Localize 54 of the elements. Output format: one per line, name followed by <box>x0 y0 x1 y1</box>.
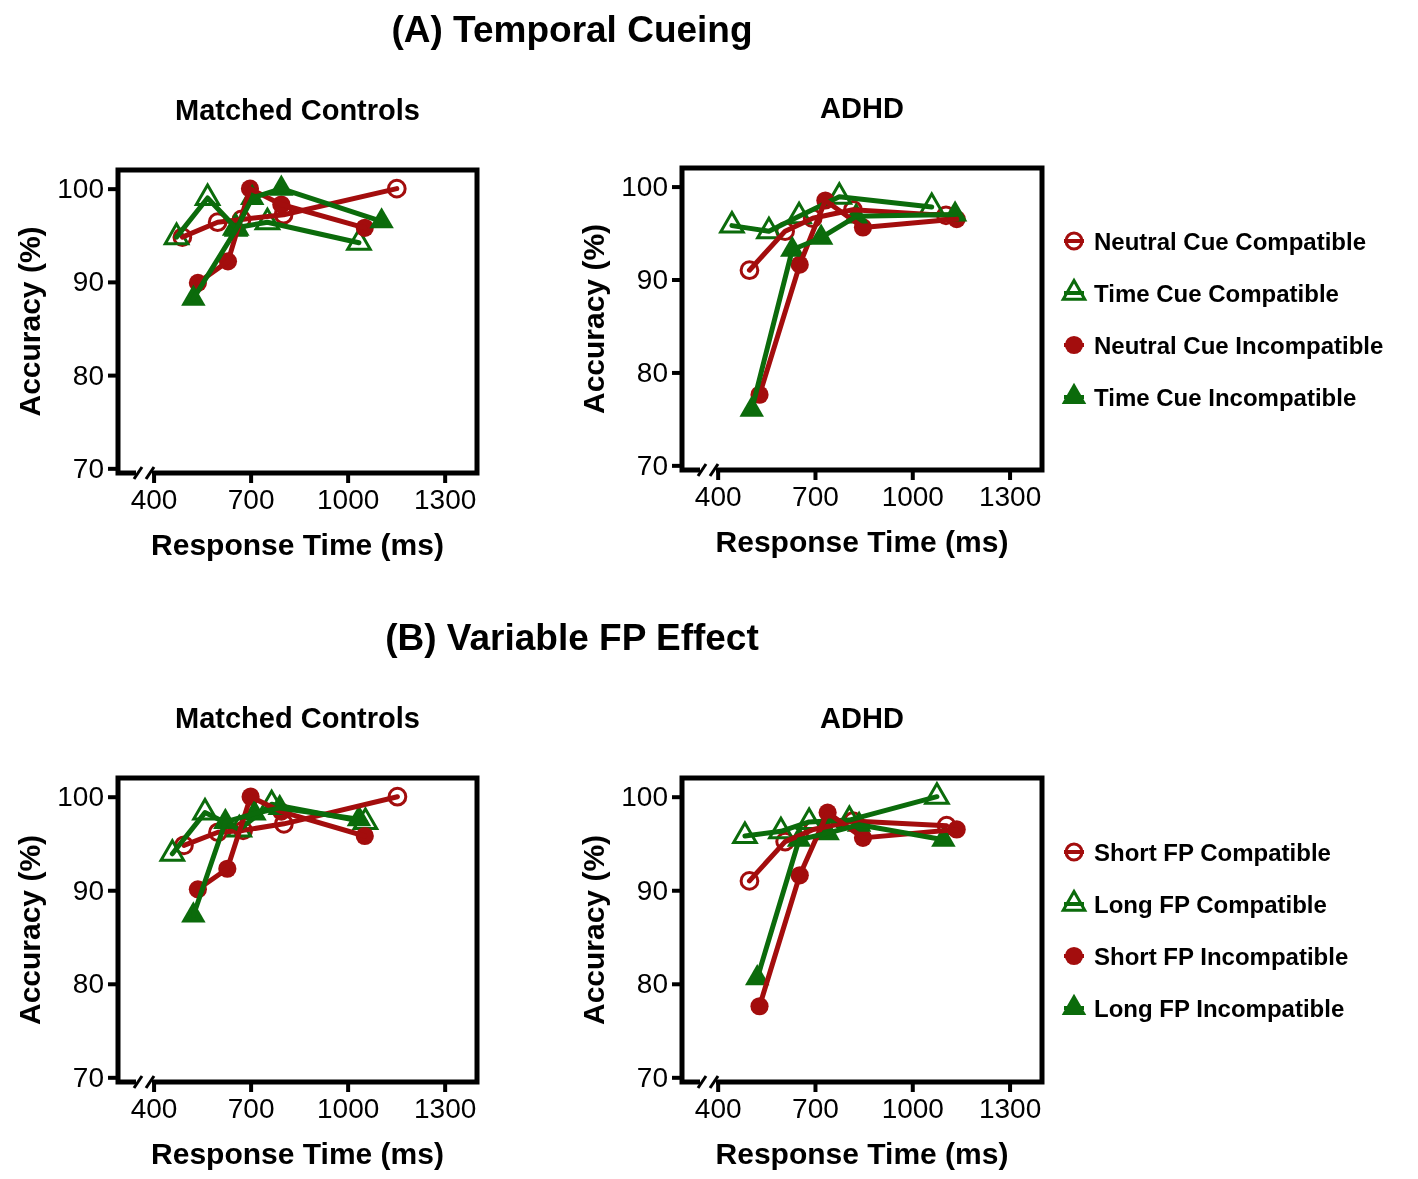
y-tick-label: 100 <box>57 173 104 205</box>
legend-label: Time Cue Compatible <box>1094 280 1339 307</box>
y-tick-label: 80 <box>72 968 104 1000</box>
x-tick-label: 700 <box>227 483 275 515</box>
x-tick-label: 1000 <box>881 480 944 512</box>
text: (B) Variable FP Effect <box>385 617 759 658</box>
y-tick-label: 70 <box>636 449 668 481</box>
chart-title: ADHD <box>820 702 904 734</box>
y-tick-label: 80 <box>636 968 668 1000</box>
legend-label: Short FP Compatible <box>1094 839 1331 866</box>
legend-label: Long FP Compatible <box>1094 891 1327 918</box>
x-axis-title: Response Time (ms) <box>715 1137 1009 1170</box>
y-tick-label: 100 <box>621 781 668 813</box>
y-tick-label: 90 <box>72 266 104 298</box>
chart-title: Matched Controls <box>175 702 420 734</box>
x-tick-label: 1300 <box>978 1092 1042 1124</box>
y-axis-title: Accuracy (%) <box>577 223 610 415</box>
y-tick-label: 70 <box>636 1061 668 1093</box>
x-tick-label: 1000 <box>881 1092 944 1124</box>
legend-label: Neutral Cue Incompatible <box>1094 332 1384 359</box>
x-tick-label: 400 <box>130 483 178 515</box>
legend-label: Short FP Incompatible <box>1094 943 1349 970</box>
legend-label: Long FP Incompatible <box>1094 995 1345 1022</box>
chart-title: Matched Controls <box>175 94 420 126</box>
legend-label: Neutral Cue Compatible <box>1094 228 1367 255</box>
text: (A) Temporal Cueing <box>391 9 753 50</box>
x-tick-label: 400 <box>694 480 742 512</box>
x-tick-label: 1300 <box>414 1092 477 1124</box>
x-tick-label: 400 <box>130 1092 178 1124</box>
y-tick-label: 70 <box>72 1061 104 1093</box>
x-axis-title: Response Time (ms) <box>151 1137 444 1170</box>
x-tick-label: 1300 <box>978 480 1042 512</box>
y-tick-label: 80 <box>72 359 104 391</box>
y-tick-label: 80 <box>636 356 668 388</box>
x-tick-label: 700 <box>792 480 839 512</box>
y-axis-title: Accuracy (%) <box>13 226 46 417</box>
chart-title: ADHD <box>820 92 904 124</box>
x-axis-title: Response Time (ms) <box>715 525 1009 558</box>
x-tick-label: 700 <box>792 1092 839 1124</box>
y-tick-label: 100 <box>621 171 668 203</box>
y-tick-label: 70 <box>72 452 104 484</box>
y-tick-label: 90 <box>636 263 668 295</box>
y-tick-label: 90 <box>636 874 668 906</box>
legend-label: Time Cue Incompatible <box>1094 384 1357 411</box>
x-tick-label: 1000 <box>316 483 380 515</box>
x-tick-label: 1300 <box>414 483 477 515</box>
y-tick-label: 90 <box>72 874 104 906</box>
x-tick-label: 700 <box>227 1092 275 1124</box>
x-tick-label: 400 <box>694 1092 742 1124</box>
y-axis-title: Accuracy (%) <box>577 834 610 1026</box>
x-axis-title: Response Time (ms) <box>151 528 444 561</box>
y-axis-title: Accuracy (%) <box>13 834 46 1026</box>
y-tick-label: 100 <box>57 781 104 813</box>
x-tick-label: 1000 <box>316 1092 380 1124</box>
